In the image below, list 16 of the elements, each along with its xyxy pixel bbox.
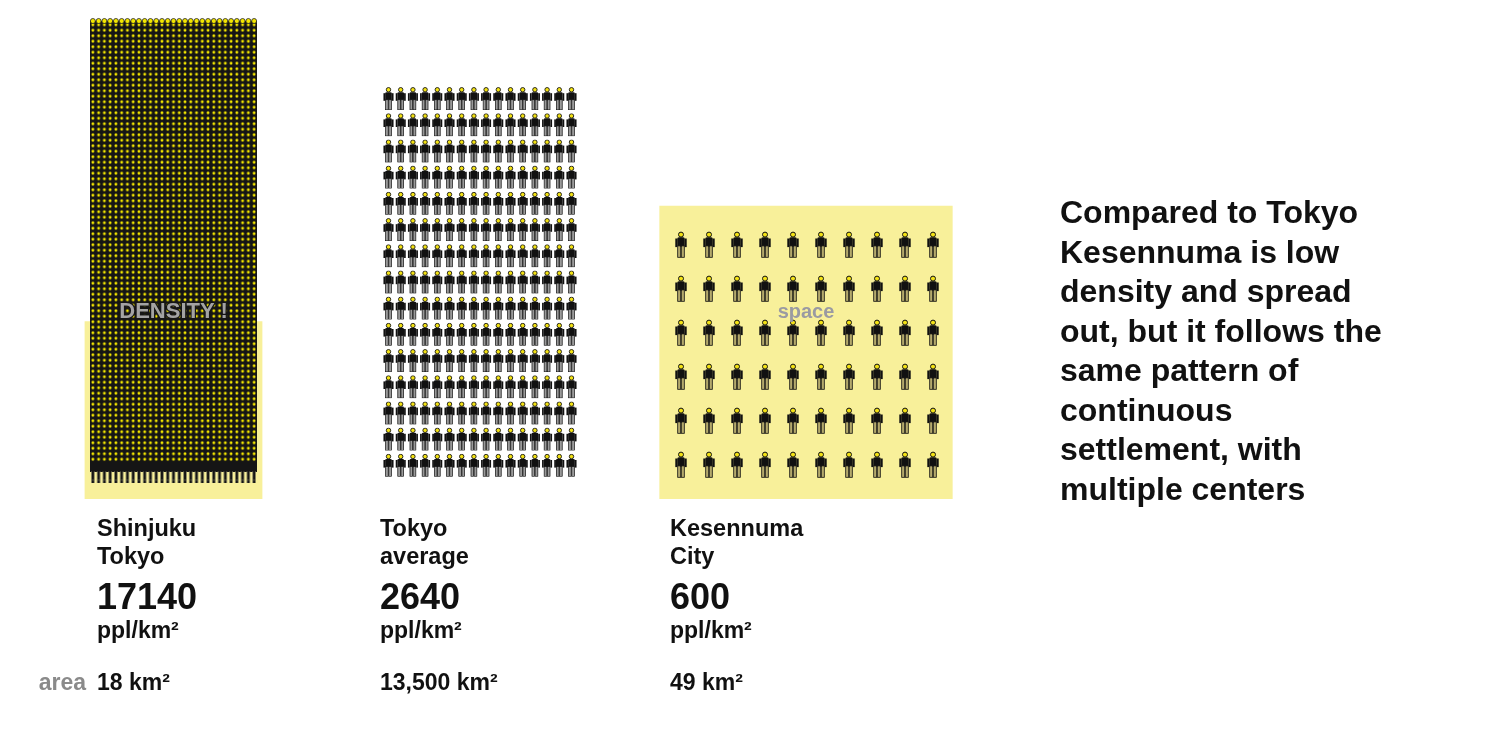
text: DENSITY !	[119, 297, 228, 323]
data-label: 600	[670, 576, 731, 617]
data-label: 18 km²	[97, 668, 171, 695]
text: ppl/km²	[97, 617, 180, 643]
data-label: 49 km²	[670, 668, 744, 695]
category-label: Shinjuku Tokyo	[97, 514, 197, 569]
data-label: 17140	[97, 576, 198, 617]
text: ppl/km²	[380, 617, 462, 643]
category-label: Tokyo average	[380, 514, 469, 569]
text: area	[38, 668, 87, 695]
text: ppl/km²	[670, 617, 752, 643]
text: Compared to Tokyo Kesennuma is low density and spread out, but it follows the same pattern of continuous settlement, with multiple centers	[1060, 194, 1382, 507]
data-label: 13,500 km²	[380, 668, 498, 695]
category-label: Kesennuma City	[670, 514, 805, 569]
data-label: 2640	[380, 576, 461, 617]
text: space	[777, 300, 835, 322]
